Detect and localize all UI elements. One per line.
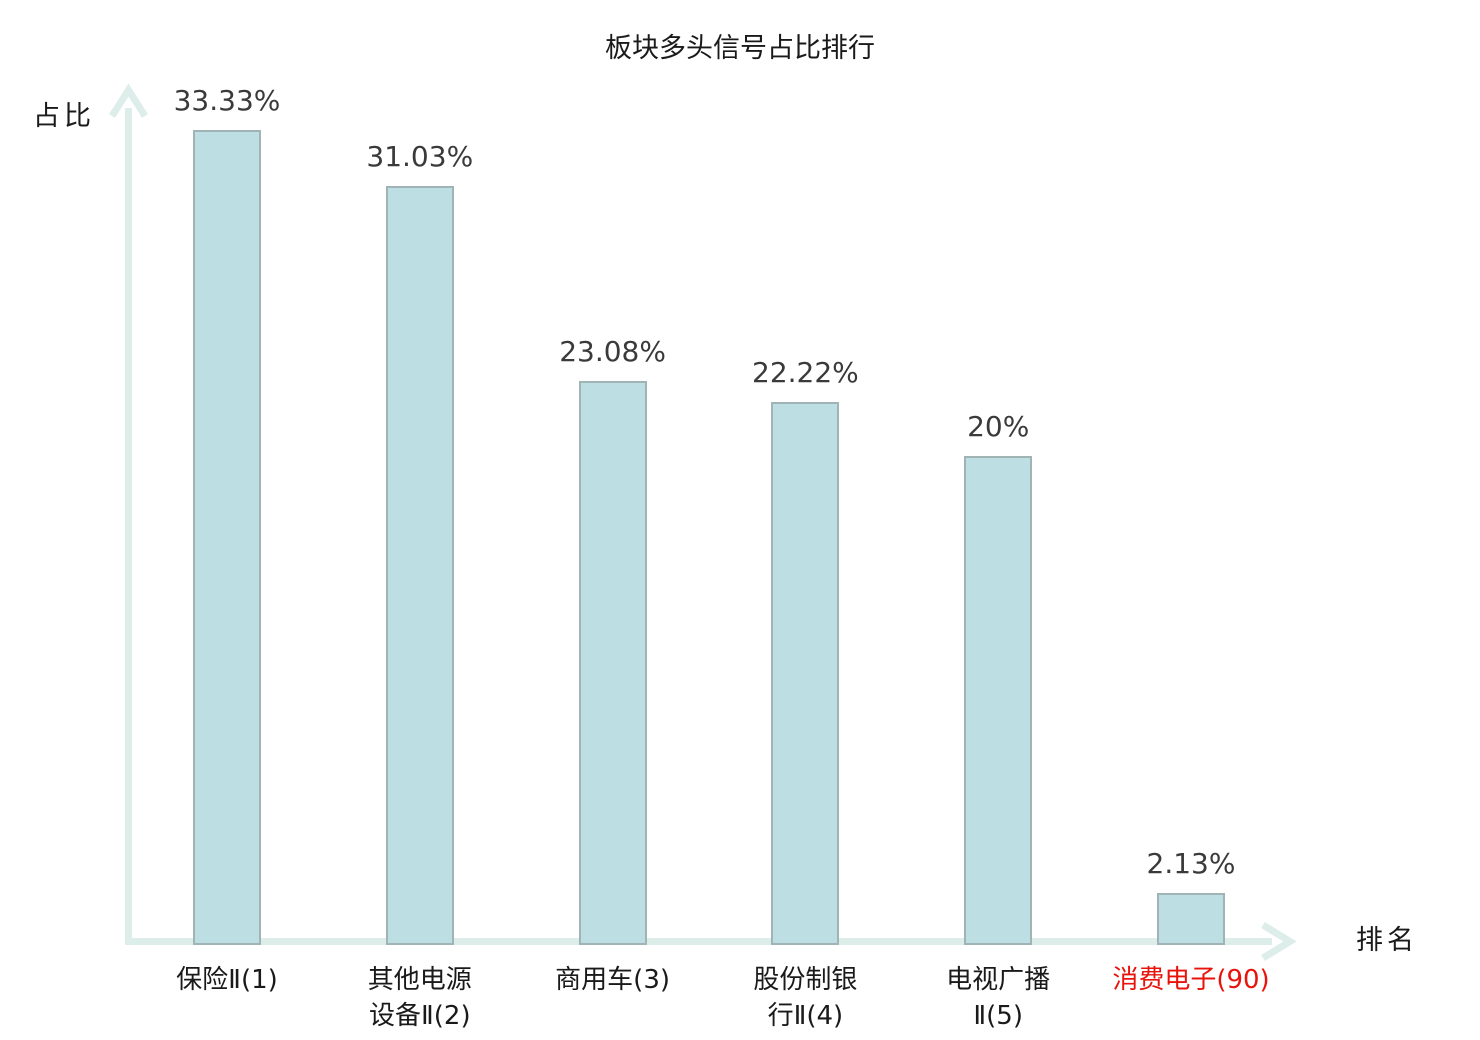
bar-4 bbox=[771, 401, 840, 945]
category-label-line: 保险Ⅱ(1) bbox=[176, 965, 278, 995]
category-label: 消费电子(90) bbox=[1071, 962, 1311, 998]
x-axis-arrowhead-icon bbox=[1261, 922, 1297, 961]
bar-value-label: 20% bbox=[967, 409, 1030, 443]
bar-1 bbox=[193, 130, 261, 945]
x-axis-label: 排名 bbox=[1356, 925, 1418, 956]
bar-value-label: 23.08% bbox=[559, 334, 666, 368]
category-label: 电视广播 Ⅱ(5) bbox=[878, 962, 1118, 1034]
category-label-line: 消费电子(90) bbox=[1112, 965, 1270, 995]
bar-6 bbox=[1157, 892, 1225, 945]
y-axis-label: 占比 bbox=[33, 101, 95, 132]
category-label-line: 电视广播 bbox=[946, 965, 1051, 995]
category-label-line: 商用车(3) bbox=[555, 965, 671, 995]
category-label: 其他电源设备Ⅱ(2) bbox=[300, 962, 540, 1034]
category-label-line: 设备Ⅱ(2) bbox=[368, 1001, 471, 1031]
bar-2 bbox=[385, 186, 454, 945]
bar-value-label: 22.22% bbox=[752, 355, 859, 389]
bar-3 bbox=[578, 380, 647, 945]
bar-value-label: 33.33% bbox=[173, 84, 281, 117]
category-label: 保险Ⅱ(1) bbox=[107, 962, 347, 998]
bar-value-label: 2.13% bbox=[1146, 846, 1236, 880]
category-label: 股份制银行Ⅱ(4) bbox=[685, 962, 925, 1034]
category-label: 商用车(3) bbox=[493, 962, 733, 998]
category-label-line: Ⅱ(5) bbox=[973, 1001, 1023, 1031]
chart-title: 板块多头信号占比排行 bbox=[605, 33, 875, 64]
category-label-line: 股份制银 bbox=[753, 965, 858, 995]
category-label-line: 其他电源 bbox=[367, 965, 472, 995]
y-axis-arrowhead-icon bbox=[109, 83, 148, 118]
category-label-line: 行Ⅱ(4) bbox=[767, 1001, 844, 1031]
bar-value-label: 31.03% bbox=[366, 140, 474, 174]
bar-5 bbox=[964, 455, 1033, 945]
